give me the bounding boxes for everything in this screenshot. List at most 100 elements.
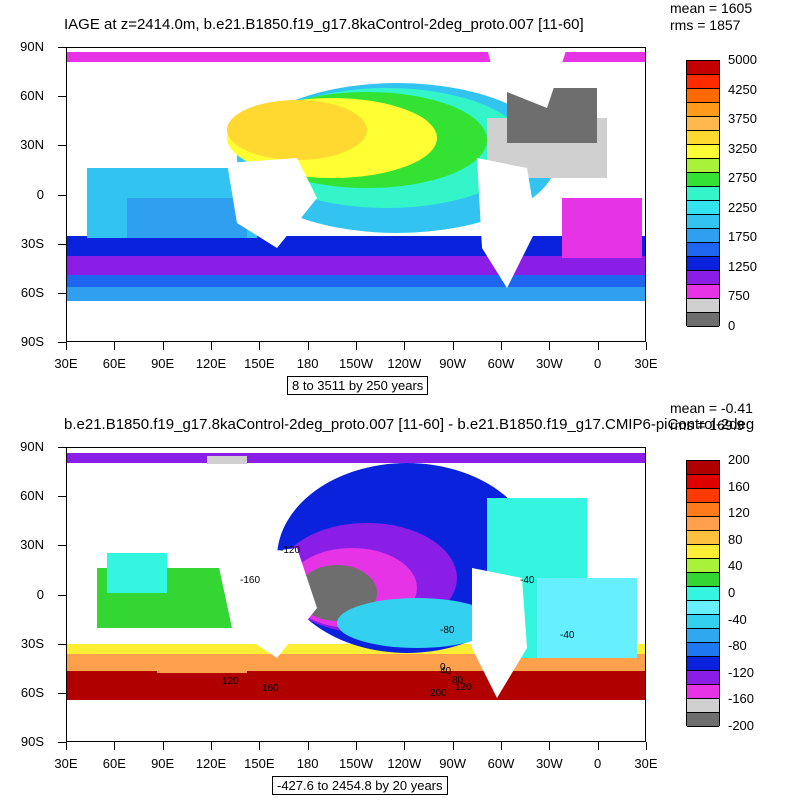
colorbar-label: -160 (728, 691, 755, 707)
longitude-tick-label: 30E (634, 356, 658, 371)
colorbar-swatch (687, 699, 719, 713)
colorbar-swatch (687, 531, 719, 545)
contour-label: 0 (440, 662, 446, 673)
longitude-tick-mark (452, 342, 454, 350)
colorbar-swatch (687, 545, 719, 559)
longitude-tick-label: 120W (387, 356, 422, 371)
contour-label: -120 (280, 545, 301, 556)
latitude-tick-label: 0 (36, 186, 44, 202)
colorbar-swatch (687, 117, 719, 131)
latitude-tick-mark (58, 243, 66, 245)
bottom-map-panel: b.e21.B1850.f19_g17.8kaControl-2deg_prot… (0, 400, 800, 800)
colorbar-label: 200 (728, 452, 750, 467)
top-map-panel: IAGE at z=2414.0m, b.e21.B1850.f19_g17.8… (20, 0, 757, 395)
colorbar-label: 2250 (728, 199, 757, 215)
longitude-tick-mark (501, 342, 502, 350)
top-contour-range: 8 to 3511 by 250 years (287, 376, 429, 395)
longitude-tick-mark (597, 342, 599, 350)
colorbar-swatch (687, 713, 719, 727)
colorbar-label: 80 (728, 531, 743, 547)
longitude-tick-label: 90W (439, 356, 467, 371)
colorbar-swatch (687, 313, 719, 327)
latitude-tick-label: 60S (20, 284, 44, 300)
colorbar-swatch (687, 103, 719, 117)
colorbar-label: -40 (728, 611, 747, 627)
colorbar-swatch (687, 229, 719, 243)
colorbar-label: 160 (728, 478, 750, 494)
longitude-tick-label: 120W (387, 756, 422, 771)
colorbar-swatch (687, 285, 719, 299)
colorbar-swatch (687, 573, 719, 587)
longitude-tick-label: 120E (195, 356, 227, 371)
longitude-tick-mark (452, 742, 454, 750)
longitude-tick-mark (259, 742, 261, 750)
longitude-tick-mark (162, 342, 164, 350)
colorbar-label: -120 (728, 664, 755, 680)
colorbar-swatch (687, 503, 719, 517)
top-map-shading (67, 48, 645, 341)
longitude-tick-label: 0 (594, 356, 602, 371)
colorbar-swatch (687, 145, 719, 159)
colorbar-label: 0 (728, 585, 736, 600)
longitude-tick-label: 150W (339, 756, 373, 771)
contour-label: 40 (440, 666, 452, 677)
colorbar-swatch (687, 517, 719, 531)
latitude-tick-label: 30N (20, 137, 44, 153)
colorbar-swatch (687, 89, 719, 103)
longitude-tick-label: 60W (487, 356, 515, 371)
colorbar-swatch (687, 299, 719, 313)
longitude-tick-mark (549, 742, 551, 750)
longitude-tick-mark (162, 742, 164, 750)
longitude-tick-mark (404, 342, 406, 350)
colorbar-swatch (687, 601, 719, 615)
latitude-tick-label: 90S (20, 334, 44, 349)
latitude-tick-label: 90N (20, 39, 44, 54)
longitude-tick-label: 180 (296, 756, 319, 771)
longitude-tick-label: 60E (102, 356, 126, 371)
colorbar-swatch (687, 75, 719, 89)
colorbar-label: 4250 (728, 81, 757, 97)
latitude-tick-label: 30N (20, 537, 44, 553)
colorbar-swatch (687, 587, 719, 601)
contour-label: -40 (560, 630, 575, 641)
longitude-tick-mark (646, 342, 647, 350)
bottom-colorbar (686, 460, 720, 727)
longitude-tick-mark (114, 342, 116, 350)
latitude-tick-mark (58, 545, 66, 547)
longitude-tick-label: 120E (195, 756, 227, 771)
latitude-tick-mark (58, 692, 66, 694)
colorbar-label: 1250 (728, 258, 757, 274)
colorbar-swatch (687, 201, 719, 215)
longitude-tick-mark (646, 742, 647, 750)
longitude-tick-mark (549, 342, 551, 350)
colorbar-swatch (687, 159, 719, 173)
latitude-tick-mark (58, 742, 66, 743)
contour-label: 160 (262, 683, 279, 694)
colorbar-swatch (687, 271, 719, 285)
contour-label: 120 (455, 682, 472, 693)
colorbar-swatch (687, 629, 719, 643)
colorbar-swatch (687, 643, 719, 657)
latitude-tick-mark (58, 447, 66, 448)
longitude-tick-label: 60E (102, 756, 126, 771)
longitude-tick-mark (114, 742, 116, 750)
colorbar-swatch (687, 559, 719, 573)
top-map-title: IAGE at z=2414.0m, b.e21.B1850.f19_g17.8… (64, 16, 584, 33)
longitude-tick-mark (66, 742, 67, 750)
top-rms-stat: rms = 1857 (670, 17, 741, 33)
longitude-tick-mark (404, 742, 406, 750)
longitude-tick-mark (501, 742, 502, 750)
latitude-tick-label: 60N (20, 488, 44, 504)
longitude-tick-mark (307, 742, 309, 750)
longitude-tick-mark (211, 742, 212, 750)
longitude-tick-label: 150E (244, 756, 275, 771)
latitude-tick-mark (58, 292, 66, 294)
longitude-tick-label: 30E (54, 356, 78, 371)
colorbar-swatch (687, 215, 719, 229)
latitude-tick-mark (58, 96, 66, 98)
colorbar-swatch (687, 61, 719, 75)
bottom-contour-range: -427.6 to 2454.8 by 20 years (272, 776, 448, 795)
longitude-tick-label: 0 (594, 756, 602, 771)
top-ocean-age-map (66, 47, 646, 342)
latitude-tick-mark (58, 194, 66, 196)
